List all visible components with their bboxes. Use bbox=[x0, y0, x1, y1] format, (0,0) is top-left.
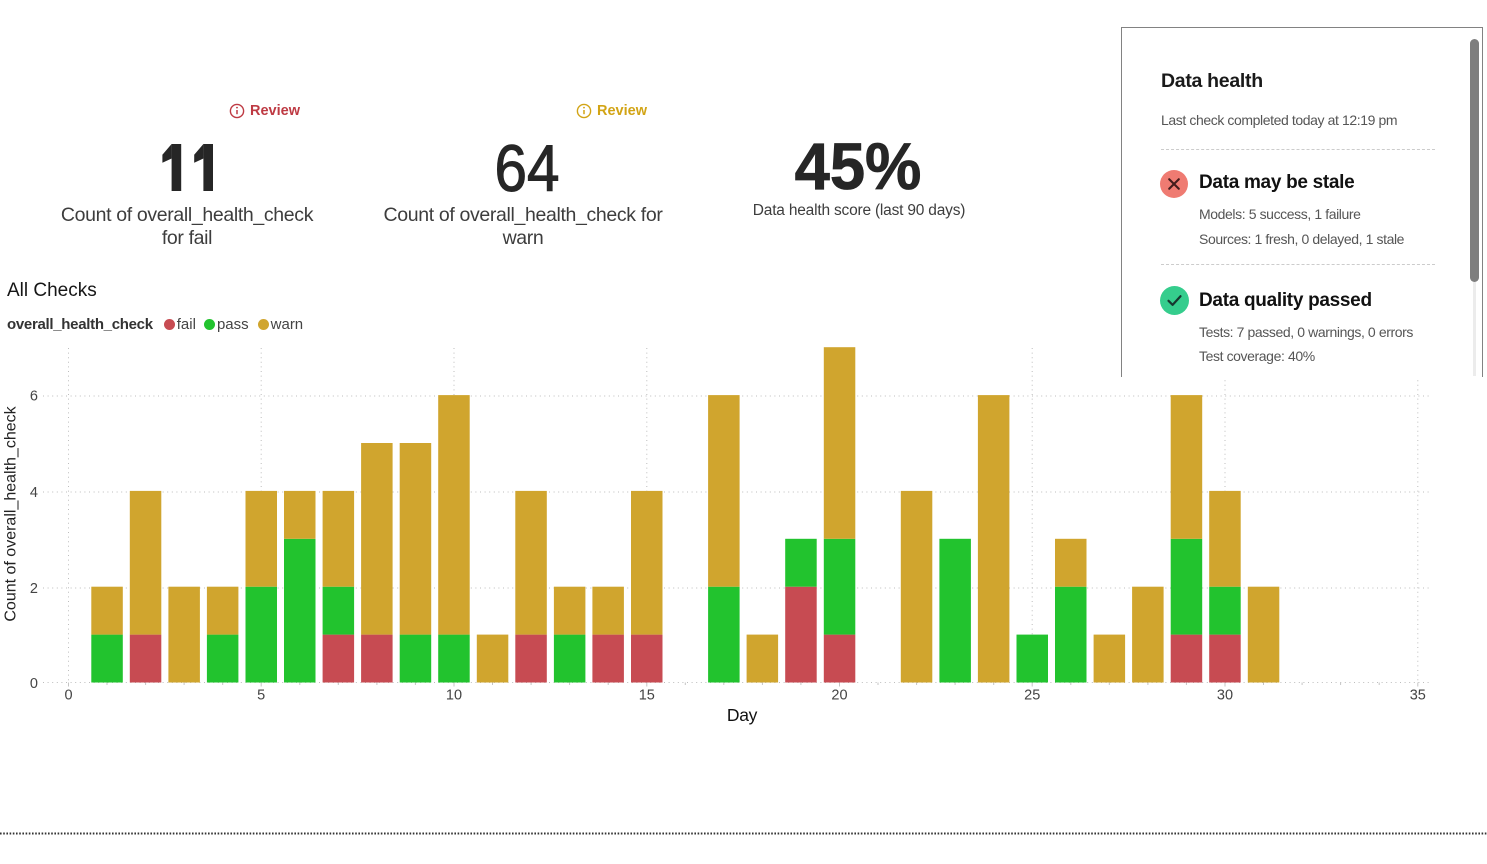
svg-text:Count of overall_health_check: Count of overall_health_check bbox=[3, 405, 20, 621]
svg-text:4: 4 bbox=[30, 485, 38, 501]
svg-text:30: 30 bbox=[1217, 688, 1233, 704]
svg-text:10: 10 bbox=[446, 688, 462, 704]
svg-text:25: 25 bbox=[1024, 688, 1040, 704]
svg-text:35: 35 bbox=[1410, 688, 1426, 704]
svg-text:5: 5 bbox=[257, 688, 265, 704]
svg-text:0: 0 bbox=[64, 688, 72, 704]
svg-text:6: 6 bbox=[30, 389, 38, 405]
svg-text:2: 2 bbox=[30, 581, 38, 597]
svg-text:0: 0 bbox=[30, 676, 38, 692]
svg-text:20: 20 bbox=[831, 688, 847, 704]
svg-text:Day: Day bbox=[727, 705, 758, 725]
svg-text:15: 15 bbox=[639, 688, 655, 704]
